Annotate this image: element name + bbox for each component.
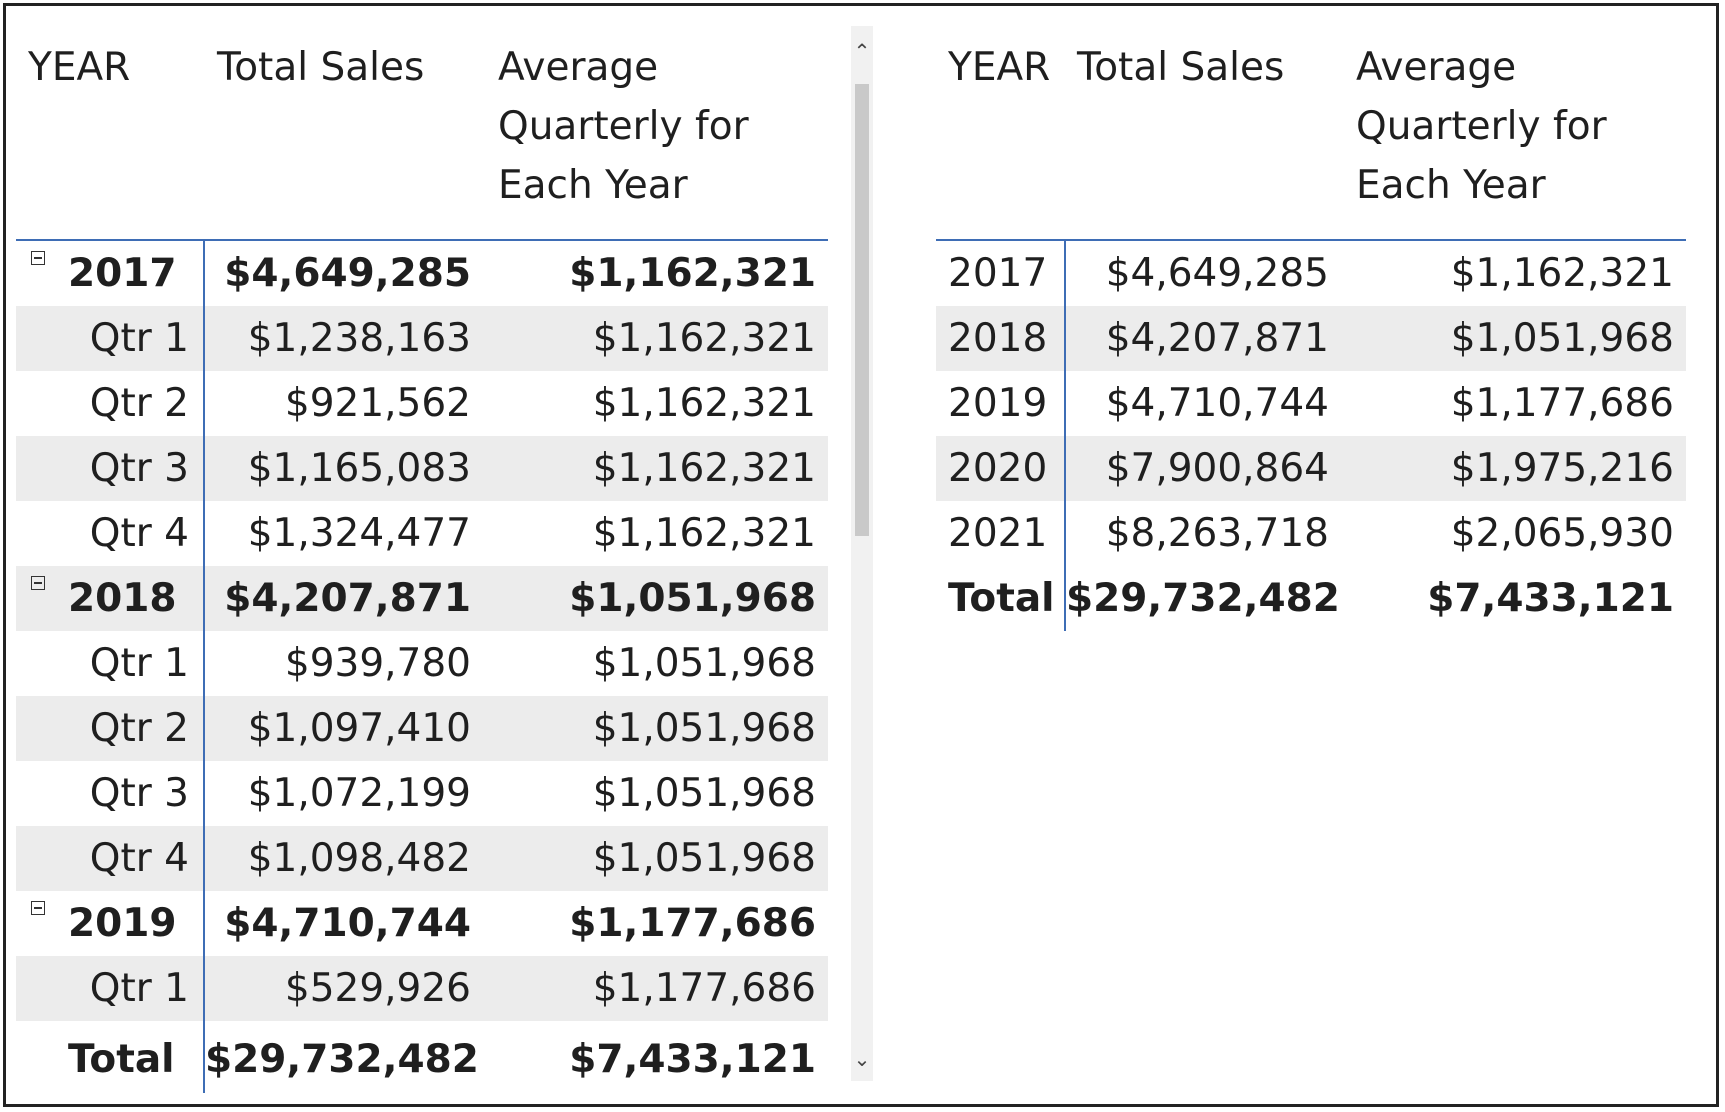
scroll-thumb[interactable] [855,84,869,536]
chevron-down-icon[interactable]: ⌄ [853,1047,871,1071]
average-quarterly-cell: $1,051,968 [592,706,816,751]
table-row: 2019 $4,710,744 $1,177,686 [16,891,828,956]
row-label: 2018 [68,576,177,621]
total-sales-cell: $29,732,482 [205,1037,479,1082]
year-cell: 2020 [936,436,1066,501]
average-quarterly-cell: $1,162,321 [592,446,816,491]
average-quarterly-cell: $1,051,968 [592,836,816,881]
header-year[interactable]: YEAR [28,45,131,90]
row-label: Qtr 2 [16,371,205,436]
row-label: Qtr 1 [16,956,205,1021]
table-row: 2020 $7,900,864 $1,975,216 [936,436,1686,501]
total-sales-cell: $4,207,871 [1105,316,1329,361]
average-quarterly-cell: $1,162,321 [1450,251,1674,296]
row-label: Qtr 4 [16,826,205,891]
average-quarterly-cell: $1,177,686 [1450,381,1674,426]
table-row: Qtr 2 $1,097,410 $1,051,968 [16,696,828,761]
table-row: 2019 $4,710,744 $1,177,686 [936,371,1686,436]
row-header-cell[interactable]: 2019 [16,891,205,956]
average-quarterly-cell: $1,162,321 [592,381,816,426]
matrix-header: YEAR Total Sales Average Quarterly for E… [16,26,828,241]
average-quarterly-cell: $1,177,686 [569,901,816,946]
total-sales-cell: $1,097,410 [247,706,471,751]
row-label: Qtr 4 [16,501,205,566]
table-row: 2018 $4,207,871 $1,051,968 [16,566,828,631]
row-label: Qtr 2 [16,696,205,761]
total-sales-cell: $4,207,871 [224,576,471,621]
average-quarterly-cell: $1,051,968 [569,576,816,621]
average-quarterly-cell: $1,051,968 [1450,316,1674,361]
total-sales-cell: $1,165,083 [247,446,471,491]
total-sales-cell: $7,900,864 [1105,446,1329,491]
row-label: 2017 [68,251,177,296]
total-sales-cell: $1,238,163 [247,316,471,361]
total-sales-cell: $939,780 [284,641,471,686]
header-average-quarterly[interactable]: Average Quarterly for Each Year [498,45,749,208]
total-sales-cell: $4,710,744 [224,901,471,946]
year-cell: 2018 [936,306,1066,371]
total-sales-cell: $4,649,285 [1105,251,1329,296]
header-year[interactable]: YEAR [948,45,1051,90]
row-label: Qtr 1 [16,306,205,371]
average-quarterly-cell: $1,162,321 [592,316,816,361]
total-sales-cell: $29,732,482 [1066,576,1340,621]
table-row: 2017 $4,649,285 $1,162,321 [16,241,828,306]
table-row: 2018 $4,207,871 $1,051,968 [936,306,1686,371]
total-row: Total $29,732,482 $7,433,121 [936,566,1686,631]
table-row: Qtr 4 $1,098,482 $1,051,968 [16,826,828,891]
average-quarterly-cell: $1,177,686 [592,966,816,1011]
table-row: 2017 $4,649,285 $1,162,321 [936,241,1686,306]
total-sales-cell: $4,710,744 [1105,381,1329,426]
row-label: Qtr 1 [16,631,205,696]
table-visual: YEAR Total Sales Average Quarterly for E… [936,26,1686,631]
total-sales-cell: $1,072,199 [247,771,471,816]
collapse-icon[interactable] [31,901,45,915]
matrix-visual: YEAR Total Sales Average Quarterly for E… [16,26,828,1093]
total-label: Total [936,566,1066,631]
year-cell: 2019 [936,371,1066,436]
total-sales-cell: $4,649,285 [224,251,471,296]
row-label: 2019 [68,901,177,946]
year-cell: 2017 [936,241,1066,306]
total-sales-cell: $8,263,718 [1105,511,1329,556]
table-row: Qtr 3 $1,072,199 $1,051,968 [16,761,828,826]
average-quarterly-cell: $1,051,968 [592,641,816,686]
table-row: Qtr 1 $1,238,163 $1,162,321 [16,306,828,371]
average-quarterly-cell: $7,433,121 [569,1037,816,1082]
header-total-sales[interactable]: Total Sales [1077,45,1285,90]
average-quarterly-cell: $1,051,968 [592,771,816,816]
total-row: Total $29,732,482 $7,433,121 [16,1021,828,1093]
year-cell: 2021 [936,501,1066,566]
average-quarterly-cell: $1,162,321 [592,511,816,556]
table-row: Qtr 3 $1,165,083 $1,162,321 [16,436,828,501]
table-header: YEAR Total Sales Average Quarterly for E… [936,26,1686,241]
total-sales-cell: $1,324,477 [247,511,471,556]
header-average-quarterly[interactable]: Average Quarterly for Each Year [1356,45,1607,208]
average-quarterly-cell: $1,975,216 [1450,446,1674,491]
vertical-scrollbar[interactable]: ⌃ ⌄ [851,26,873,1081]
header-total-sales[interactable]: Total Sales [217,45,425,90]
average-quarterly-cell: $1,162,321 [569,251,816,296]
visual-frame: YEAR Total Sales Average Quarterly for E… [3,3,1719,1107]
row-header-cell[interactable]: 2018 [16,566,205,631]
table-row: 2021 $8,263,718 $2,065,930 [936,501,1686,566]
collapse-icon[interactable] [31,576,45,590]
row-header-cell[interactable]: 2017 [16,241,205,306]
average-quarterly-cell: $2,065,930 [1450,511,1674,556]
row-label: Qtr 3 [16,761,205,826]
table-row: Qtr 1 $529,926 $1,177,686 [16,956,828,1021]
total-sales-cell: $921,562 [284,381,471,426]
collapse-icon[interactable] [31,251,45,265]
total-label: Total [16,1021,205,1093]
row-label: Qtr 3 [16,436,205,501]
table-row: Qtr 2 $921,562 $1,162,321 [16,371,828,436]
chevron-up-icon[interactable]: ⌃ [853,39,871,63]
total-sales-cell: $1,098,482 [247,836,471,881]
table-row: Qtr 1 $939,780 $1,051,968 [16,631,828,696]
average-quarterly-cell: $7,433,121 [1427,576,1674,621]
table-row: Qtr 4 $1,324,477 $1,162,321 [16,501,828,566]
total-sales-cell: $529,926 [284,966,471,1011]
